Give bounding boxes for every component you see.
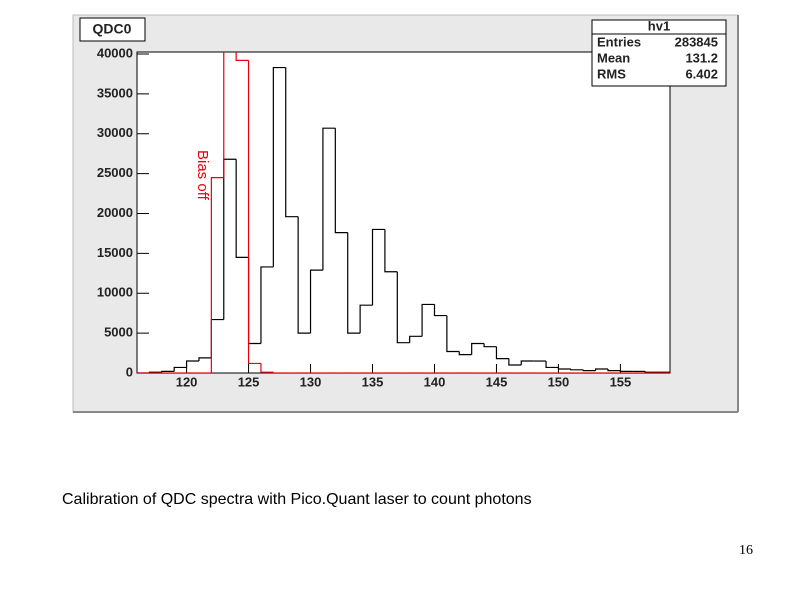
y-tick-label: 20000 [97,205,133,220]
histogram-bin [272,66,286,267]
histogram-bin [210,177,224,373]
histogram-bin [198,357,212,362]
histogram-bin [483,343,497,348]
histogram-bin [223,52,225,178]
plot-frame [136,51,671,374]
x-tick-label: 125 [238,374,260,389]
histogram-bin [409,335,423,343]
stats-title: hv1 [648,18,670,33]
chart-title: QDC0 [93,21,132,37]
y-tick-label: 30000 [97,125,133,140]
histogram-bin [247,60,261,365]
histogram-bin [607,369,621,372]
histogram-area [137,52,670,373]
x-tick-label: 150 [548,374,570,389]
histogram-bin [508,358,522,366]
plot [137,52,670,374]
stats-box: hv1 Entries 283845 Mean 131.2 RMS 6.402 [591,18,727,87]
histogram-bin [582,369,596,372]
x-tick-label: 130 [300,374,322,389]
title-box [79,17,146,42]
histogram-bin [396,271,410,344]
y-tick-label: 5000 [104,325,133,340]
histogram-bin [458,351,472,356]
histogram-bin [520,360,534,366]
y-tick-label: 0 [126,364,133,379]
annotation: Bias off [194,150,211,201]
histogram-bin [433,304,447,317]
histogram-bin [334,128,348,234]
histogram-bin [421,303,435,337]
histogram-bin [347,232,361,334]
x-tick-label: 135 [362,374,384,389]
stats-frame [591,19,727,87]
histogram-bin [297,216,311,334]
histogram-bin [260,363,274,373]
histogram-bin [161,370,175,373]
stats-value: 6.402 [685,66,718,81]
x-tick-label: 140 [424,374,446,389]
histogram-bin [446,315,460,353]
y-tick-label: 35000 [97,85,133,100]
histogram-bin [471,342,485,355]
caption: Calibration of QDC spectra with Pico.Qua… [62,491,532,508]
stats-label: RMS [597,66,626,81]
histogram-bin [322,127,336,271]
histogram-bin [173,366,187,372]
histogram-bin [657,371,670,373]
histogram-bin [570,369,584,371]
histogram-bin [495,346,509,360]
stats-value: 283845 [675,34,718,49]
histogram-bin [595,368,609,371]
page-number: 16 [739,543,753,558]
y-tick-label: 10000 [97,285,133,300]
y-tick-label: 15000 [97,245,133,260]
histogram-bin [272,372,286,373]
y-tick-label: 40000 [97,45,133,60]
x-tick-label: 155 [610,374,632,389]
histogram-bin [644,371,658,373]
histogram-bin [619,370,633,373]
histogram-bin [260,266,274,344]
histogram-bin [359,304,373,334]
x-tick-label: 145 [486,374,508,389]
histogram-bin [235,159,249,258]
histogram-bin [384,229,398,273]
histogram-bin [185,360,199,368]
histogram-bin [545,361,559,369]
histogram-bin [309,269,323,334]
y-tick-label: 25000 [97,165,133,180]
histogram-bin [371,228,385,306]
histogram-bin [557,367,571,370]
stats-label: Entries [597,34,641,49]
x-tick-label: 120 [176,374,198,389]
stats-value: 131.2 [685,50,718,65]
histogram-bin [285,67,299,218]
stats-label: Mean [597,50,630,65]
histogram-bin [235,52,249,61]
